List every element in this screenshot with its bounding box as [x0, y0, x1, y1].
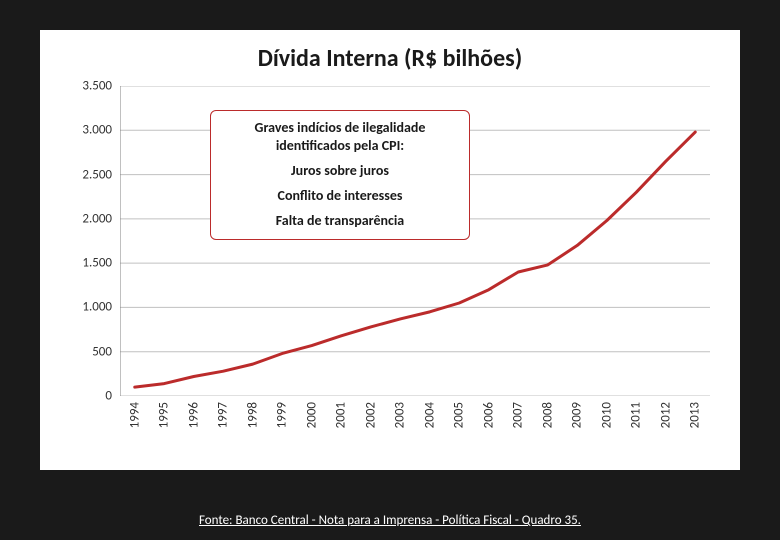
- y-tick-label: 3.500: [62, 79, 112, 94]
- x-tick-label: 1995: [157, 402, 172, 428]
- x-tick-label: 2002: [363, 402, 378, 428]
- annotation-item: Conflito de interesses: [219, 187, 461, 204]
- y-tick-label: 1.000: [62, 300, 112, 315]
- x-tick-label: 2010: [599, 402, 614, 428]
- chart-card: Dívida Interna (R$ bilhões) 0 500 1.000 1.5…: [40, 30, 740, 470]
- y-tick-label: 2.500: [62, 167, 112, 182]
- x-tick-label: 2003: [393, 402, 408, 428]
- y-tick-label: 500: [62, 344, 112, 359]
- annotation-item: Falta de transparência: [219, 212, 461, 229]
- x-tick-label: 2000: [304, 402, 319, 428]
- x-tick-label: 2004: [422, 402, 437, 428]
- y-tick-label: 3.000: [62, 123, 112, 138]
- x-tick-label: 2005: [452, 402, 467, 428]
- annotation-box: Graves indícios de ilegalidade identific…: [210, 110, 470, 240]
- x-tick-label: 1994: [127, 402, 142, 428]
- x-tick-label: 1999: [275, 402, 290, 428]
- x-tick-label: 2012: [658, 402, 673, 428]
- y-tick-label: 0: [62, 389, 112, 404]
- x-tick-label: 2008: [540, 402, 555, 428]
- x-tick-label: 2013: [688, 402, 703, 428]
- x-tick-label: 2009: [570, 402, 585, 428]
- x-tick-label: 1998: [245, 402, 260, 428]
- x-tick-label: 2011: [629, 402, 644, 428]
- x-tick-label: 2007: [511, 402, 526, 428]
- chart-title: Dívida Interna (R$ bilhões): [40, 44, 740, 73]
- annotation-item: Juros sobre juros: [219, 162, 461, 179]
- y-tick-label: 1.500: [62, 256, 112, 271]
- x-tick-label: 2006: [481, 402, 496, 428]
- x-tick-label: 1997: [216, 402, 231, 428]
- x-tick-label: 1996: [186, 402, 201, 428]
- slide-frame: Dívida Interna (R$ bilhões) 0 500 1.000 1.5…: [0, 0, 780, 540]
- annotation-heading: Graves indícios de ilegalidade identific…: [219, 119, 461, 154]
- x-tick-label: 2001: [334, 402, 349, 428]
- y-tick-label: 2.000: [62, 211, 112, 226]
- source-footer: Fonte: Banco Central - Nota para a Impre…: [0, 513, 780, 528]
